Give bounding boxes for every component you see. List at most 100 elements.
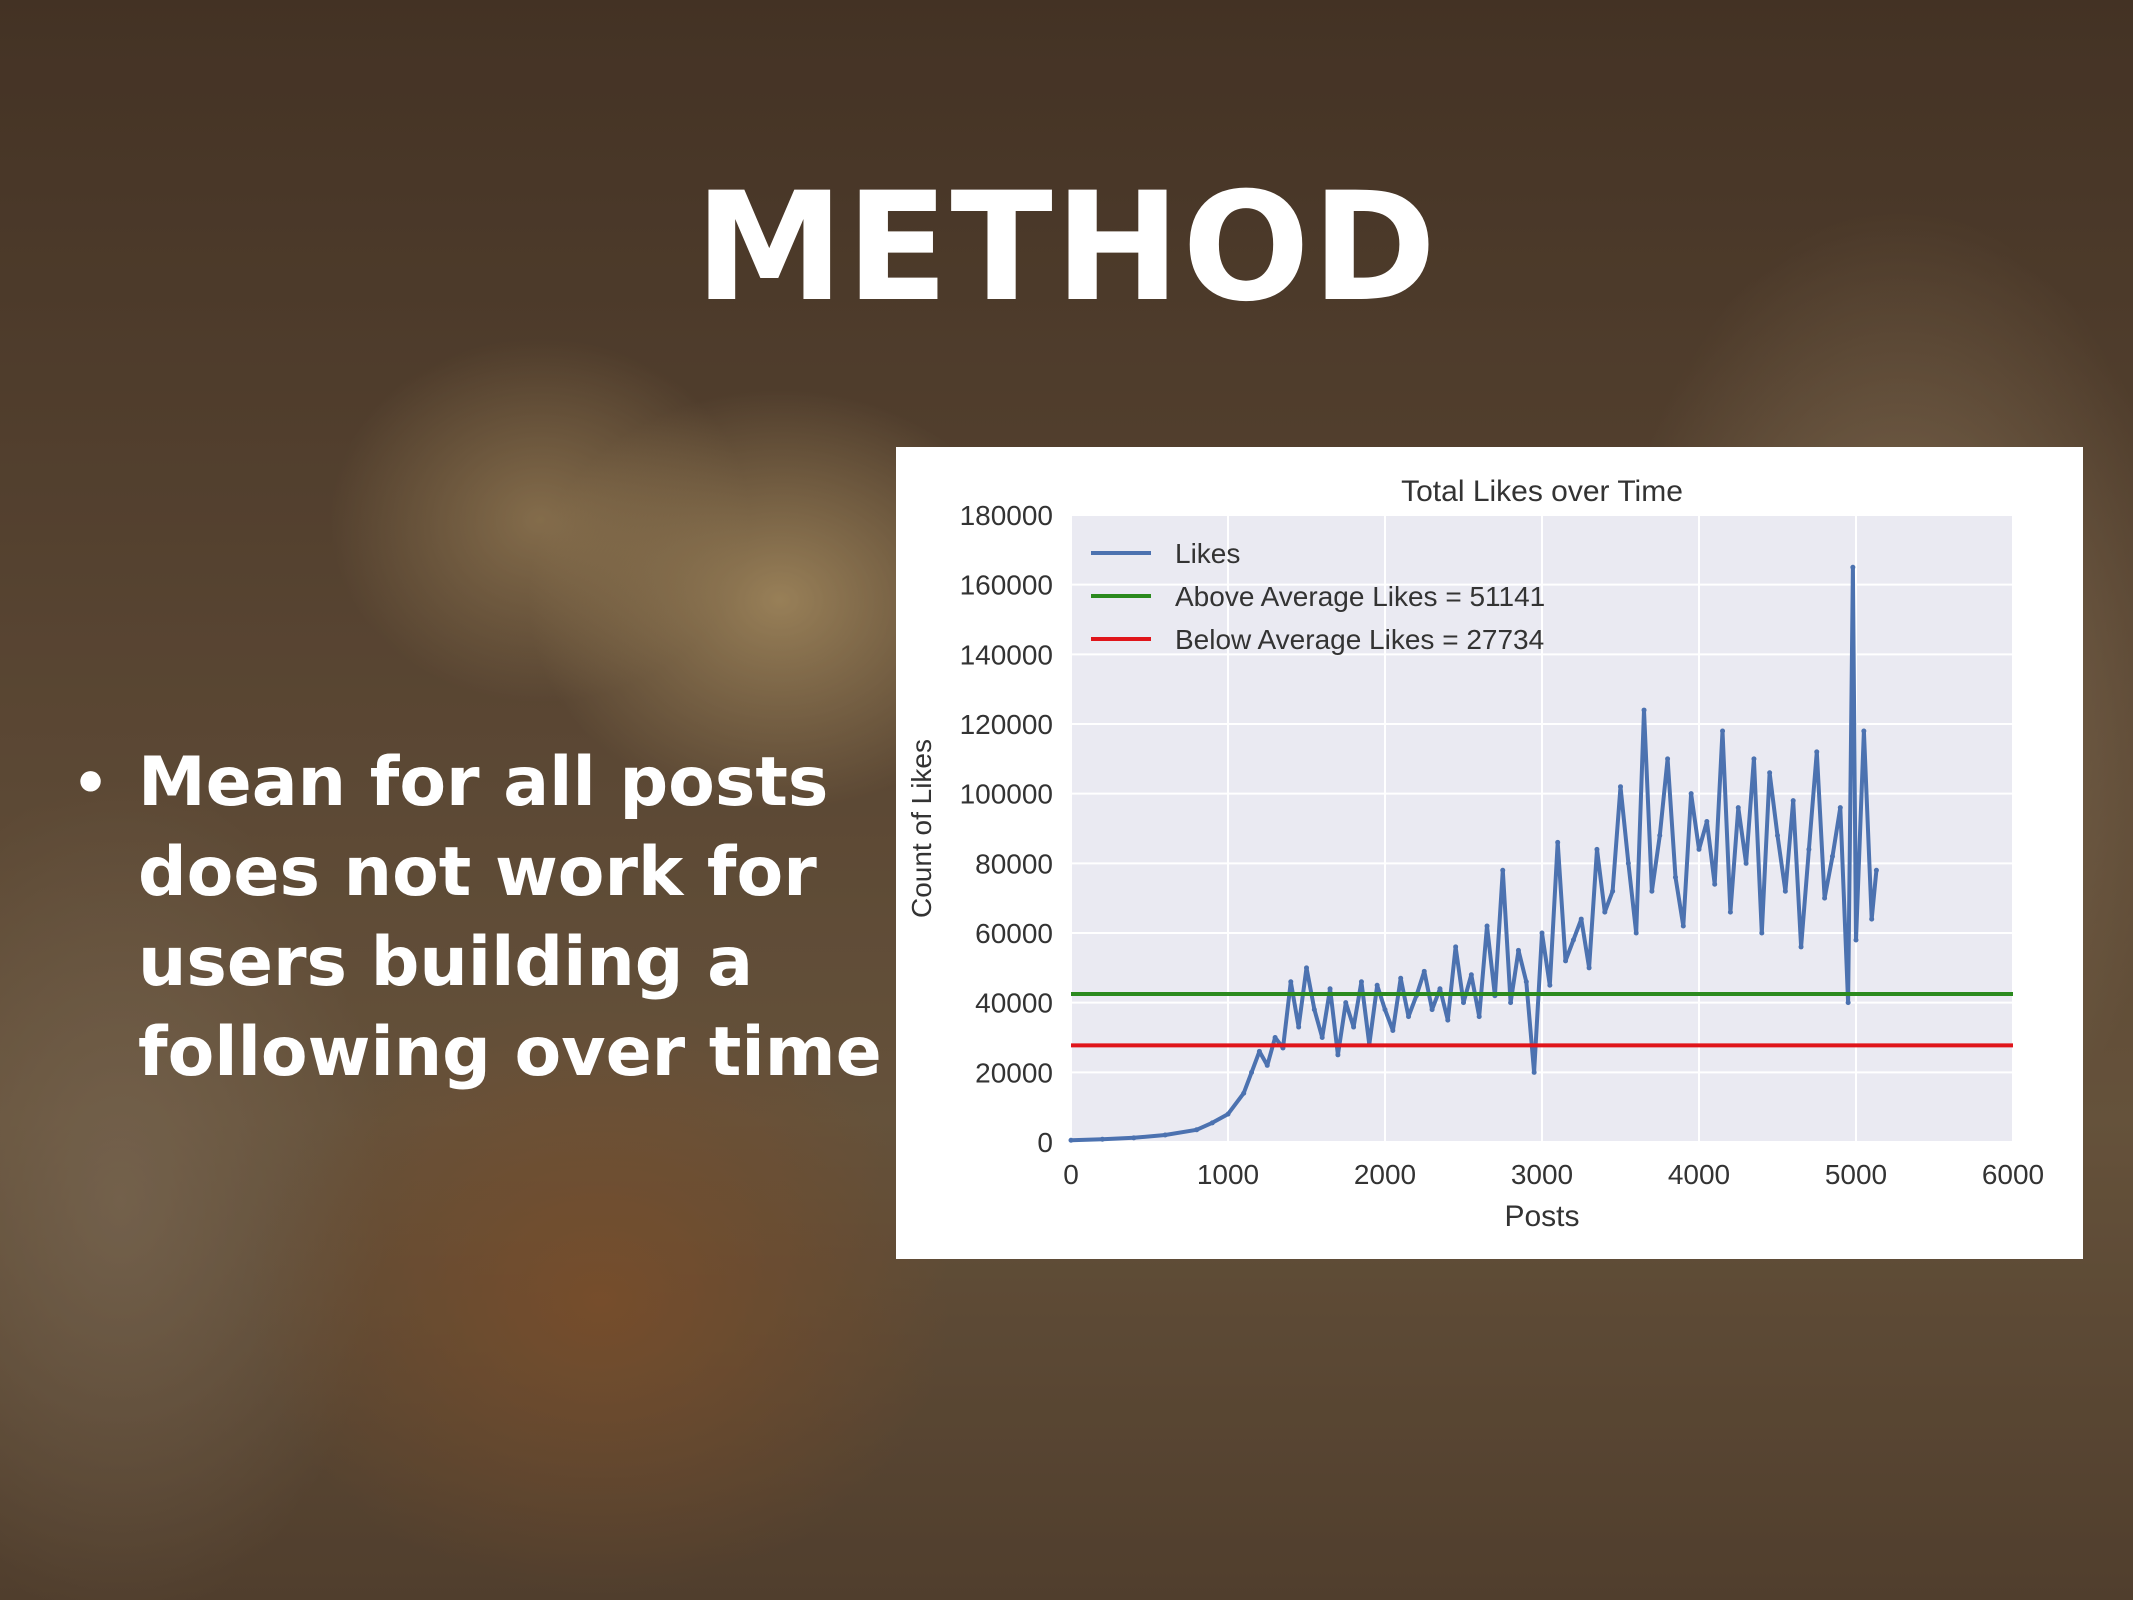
chart-title: Total Likes over Time: [1401, 475, 1683, 508]
likes-data-point: [1209, 1120, 1215, 1126]
likes-data-point: [1845, 1000, 1851, 1006]
likes-data-point: [1633, 930, 1639, 936]
likes-data-point: [1445, 1017, 1451, 1023]
likes-data-point: [1727, 909, 1733, 915]
y-tick-label: 80000: [975, 848, 1053, 879]
likes-series-line: [1070, 565, 1879, 1143]
x-tick-label: 3000: [1511, 1159, 1573, 1190]
likes-data-point: [1822, 895, 1828, 901]
likes-data-point: [1461, 1000, 1466, 1006]
likes-data-point: [1249, 1069, 1255, 1075]
y-tick-label: 20000: [975, 1057, 1053, 1088]
likes-data-point: [1272, 1035, 1278, 1040]
likes-data-point: [1437, 986, 1443, 992]
x-tick-label: 6000: [1982, 1159, 2044, 1190]
y-tick-label: 0: [1037, 1127, 1053, 1158]
likes-data-point: [1873, 867, 1879, 873]
y-tick-label: 140000: [960, 639, 1053, 670]
likes-data-point: [1500, 867, 1506, 873]
likes-data-point: [1829, 853, 1835, 859]
likes-data-point: [1578, 916, 1584, 922]
y-axis-label: Count of Likes: [906, 739, 937, 918]
tick-labels: 0 1000 2000 3000 4000 5000 6000020000400006000…: [960, 500, 2045, 1190]
likes-data-point: [1288, 979, 1294, 985]
likes-data-point: [1602, 909, 1608, 915]
bullet-text: Mean for all posts does not work for use…: [138, 743, 882, 1092]
likes-data-point: [1665, 756, 1671, 762]
y-tick-label: 160000: [960, 570, 1053, 601]
likes-data-point: [1735, 805, 1741, 811]
likes-data-point: [1068, 1137, 1074, 1143]
likes-data-point: [1194, 1127, 1200, 1133]
likes-data-point: [1861, 728, 1867, 734]
likes-data-point: [1406, 1014, 1412, 1020]
likes-data-point: [1335, 1052, 1341, 1058]
likes-data-point: [1751, 756, 1757, 762]
x-axis-label: Posts: [1504, 1200, 1579, 1233]
likes-data-point: [1547, 982, 1553, 988]
likes-data-point: [1696, 846, 1702, 852]
likes-data-point: [1775, 832, 1780, 838]
legend-entry: Likes: [1175, 538, 1240, 569]
likes-data-point: [1453, 944, 1459, 950]
likes-data-point: [1555, 839, 1561, 845]
likes-data-point: [1264, 1062, 1270, 1068]
likes-chart: 0 1000 2000 3000 4000 5000 6000020000400006000…: [906, 475, 2045, 1233]
likes-data-point: [1351, 1024, 1357, 1030]
likes-data-point: [1531, 1069, 1537, 1075]
likes-data-point: [1398, 975, 1404, 981]
likes-data-point: [1468, 972, 1474, 978]
likes-data-point: [1594, 846, 1600, 852]
likes-data-point: [1806, 846, 1812, 852]
likes-data-point: [1657, 832, 1663, 838]
likes-data-point: [1374, 982, 1380, 988]
chart-panel: 0 1000 2000 3000 4000 5000 6000 0 20000 40000 6000…: [896, 447, 2083, 1259]
likes-data-point: [1162, 1132, 1168, 1138]
likes-data-point: [1131, 1135, 1137, 1141]
likes-data-point: [1563, 958, 1569, 964]
likes-data-point: [1311, 1007, 1317, 1013]
bullet-list: • Mean for all posts does not work for u…: [62, 738, 892, 1098]
likes-data-point: [1649, 888, 1655, 894]
bullet-dot-icon: •: [72, 749, 110, 817]
likes-data-point: [1790, 798, 1796, 804]
x-tick-label: 0: [1063, 1159, 1079, 1190]
likes-data-point: [1743, 860, 1749, 866]
likes-data-point: [1429, 1007, 1435, 1013]
legend-entry: Below Average Likes = 27734: [1175, 624, 1544, 655]
likes-data-point: [1782, 888, 1788, 894]
x-tick-label: 4000: [1668, 1159, 1730, 1190]
legend-entry: Above Average Likes = 51141: [1175, 581, 1545, 612]
series-layer: [1068, 564, 2013, 1143]
likes-data-point: [1798, 944, 1804, 950]
likes-data-point: [1358, 979, 1364, 985]
likes-data-point: [1256, 1048, 1262, 1054]
y-tick-label: 100000: [960, 779, 1053, 810]
likes-data-point: [1508, 1000, 1514, 1006]
likes-data-point: [1586, 965, 1592, 971]
likes-data-point: [1680, 923, 1686, 929]
likes-data-point: [1759, 930, 1765, 936]
likes-data-point: [1869, 916, 1875, 922]
likes-data-point: [1610, 888, 1616, 894]
likes-data-point: [1523, 979, 1529, 985]
likes-data-point: [1570, 937, 1576, 943]
likes-data-point: [1704, 819, 1710, 825]
likes-data-point: [1618, 784, 1623, 790]
likes-data-point: [1672, 874, 1678, 880]
likes-data-point: [1720, 728, 1726, 734]
y-tick-label: 180000: [960, 500, 1053, 531]
likes-data-point: [1327, 986, 1333, 992]
likes-data-point: [1304, 965, 1309, 971]
likes-data-point: [1241, 1090, 1247, 1096]
likes-data-point: [1225, 1111, 1231, 1117]
likes-data-point: [1476, 1014, 1482, 1020]
y-tick-label: 120000: [960, 709, 1053, 740]
likes-data-point: [1850, 564, 1856, 570]
likes-data-point: [1641, 707, 1647, 713]
likes-data-point: [1343, 1000, 1349, 1006]
likes-data-point: [1625, 860, 1631, 866]
likes-data-point: [1421, 968, 1427, 974]
slide-title: METHOD: [694, 161, 1439, 335]
likes-data-point: [1837, 805, 1843, 811]
